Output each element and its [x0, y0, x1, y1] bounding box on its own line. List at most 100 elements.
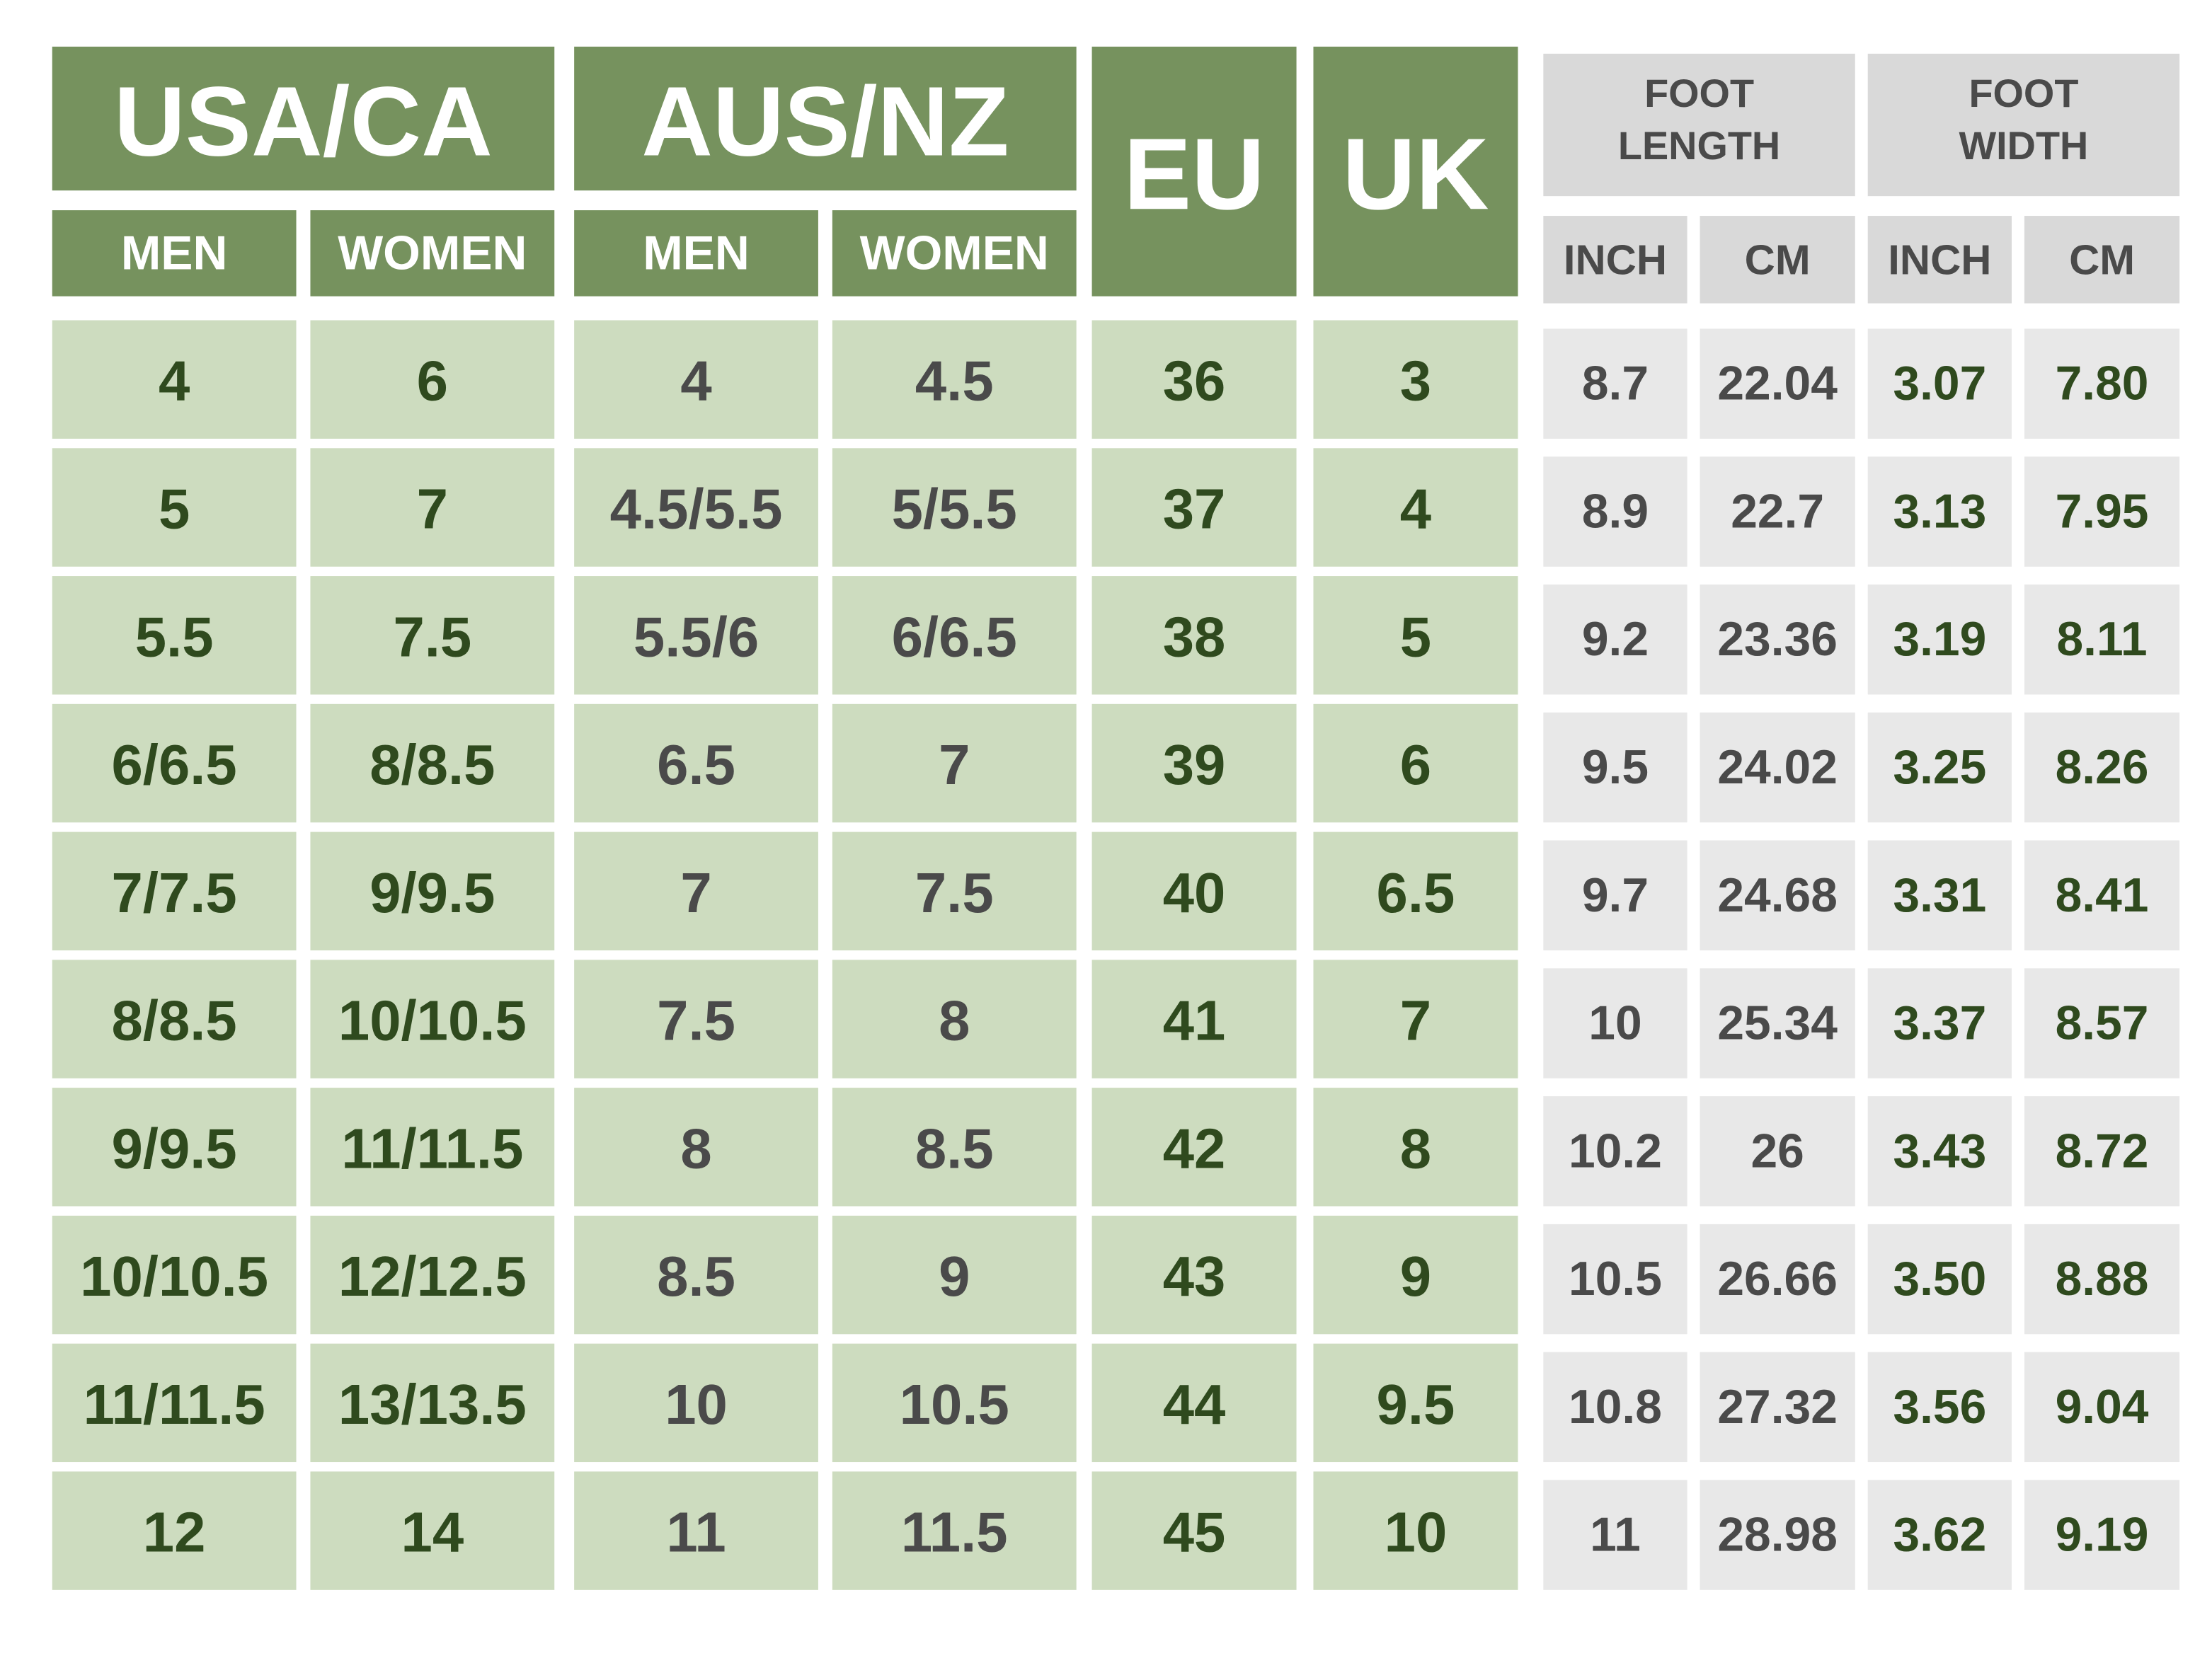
cell	[1313, 832, 1518, 951]
cell	[574, 960, 818, 1078]
cell-text: 9.19	[2056, 1509, 2149, 1562]
cell-text: 10.5	[900, 1373, 1009, 1436]
cell	[1867, 1480, 2012, 1590]
cell-text: 12	[143, 1501, 206, 1564]
cell	[1700, 840, 1855, 951]
sub-header: INCH	[1564, 236, 1667, 283]
cell	[832, 320, 1077, 439]
cell-text: 8	[939, 989, 970, 1052]
cell	[1091, 1088, 1297, 1207]
cell	[1700, 328, 1855, 439]
cell-text: 5	[159, 478, 190, 541]
eu-header-cell	[1091, 46, 1297, 297]
cell	[1700, 456, 1855, 567]
cell	[1313, 1343, 1518, 1463]
cell	[1543, 1224, 1687, 1335]
cell-text: 8.5	[915, 1117, 994, 1180]
cell-text: 10	[665, 1373, 728, 1436]
cell-text: 7.5	[657, 989, 735, 1052]
cell	[1091, 832, 1297, 951]
cell-text: 5.5	[135, 605, 214, 668]
cell-text: 4	[1400, 478, 1431, 541]
cell-text: 22.7	[1731, 485, 1824, 538]
cell	[1313, 448, 1518, 567]
cell-text: 26.66	[1717, 1253, 1838, 1306]
cell	[1091, 448, 1297, 567]
cell-text: 9	[1400, 1245, 1431, 1308]
sub-header-cell	[52, 210, 297, 297]
cell-text: 11/11.5	[341, 1117, 523, 1180]
cell	[1700, 585, 1855, 695]
sub-header-cell	[310, 210, 555, 297]
cell-text: 8.57	[2056, 997, 2149, 1050]
cell	[1313, 320, 1518, 439]
cell	[2024, 968, 2180, 1078]
cell	[52, 1088, 297, 1207]
cell-text: 8.5	[657, 1245, 735, 1308]
cell-text: 3.31	[1893, 869, 1986, 922]
sub-header: WOMEN	[860, 226, 1049, 280]
cell	[2024, 1480, 2180, 1590]
cell-text: 5	[1400, 605, 1431, 668]
sub-header: CM	[2069, 236, 2135, 283]
cell-text: 3.07	[1893, 357, 1986, 410]
cell	[1700, 1480, 1855, 1590]
cell	[1700, 712, 1855, 823]
sub-header-cell	[574, 210, 818, 297]
cell-text: 6.5	[657, 733, 735, 796]
cell	[574, 320, 818, 439]
cell	[310, 960, 555, 1078]
cell-text: 23.36	[1717, 613, 1838, 666]
cell	[832, 1088, 1077, 1207]
cell	[1313, 1088, 1518, 1207]
cell-text: 6/6.5	[111, 733, 236, 796]
cell-text: 3.25	[1893, 741, 1986, 794]
cell-text: 8.7	[1582, 357, 1649, 410]
cell	[1867, 968, 2012, 1078]
cell	[1867, 585, 2012, 695]
cell	[1091, 1343, 1297, 1463]
sub-header-cell	[832, 210, 1077, 297]
cell	[52, 320, 297, 439]
cell-text: 11	[1590, 1509, 1641, 1562]
cell-text: 7	[680, 861, 711, 924]
cell-text: 3.43	[1893, 1124, 1986, 1178]
usa-ca-header: USA/CA	[114, 67, 493, 177]
aus-nz-header-cell	[574, 46, 1077, 191]
sub-header-cell	[1700, 216, 1855, 304]
cell-text: 7	[417, 478, 448, 541]
cell	[832, 960, 1077, 1078]
cell-text: 4	[680, 350, 711, 413]
cell	[1543, 840, 1687, 951]
cell-text: 3.37	[1893, 997, 1986, 1050]
cell	[1091, 703, 1297, 823]
cell-text: 10.8	[1569, 1381, 1662, 1434]
cell-text: 8.26	[2056, 741, 2149, 794]
cell-text: 7	[1400, 989, 1431, 1052]
cell-text: 27.32	[1717, 1381, 1838, 1434]
cell	[574, 448, 818, 567]
cell-text: 7.5	[915, 861, 994, 924]
aus-nz-header: AUS/NZ	[641, 67, 1009, 177]
cell-text: 8/8.5	[111, 989, 236, 1052]
cell-text: 9.04	[2056, 1381, 2149, 1434]
cell	[52, 703, 297, 823]
cell-text: 6/6.5	[892, 605, 1017, 668]
cell-text: 9.5	[1377, 1373, 1455, 1436]
cell-text: 40	[1163, 861, 1226, 924]
cell-text: 9.7	[1582, 869, 1649, 922]
cell	[1543, 328, 1687, 439]
cell	[1867, 328, 2012, 439]
eu-header: EU	[1123, 117, 1264, 231]
foot-header: FOOT	[1969, 71, 2078, 115]
cell	[1313, 1215, 1518, 1335]
cell	[574, 576, 818, 695]
cell-text: 43	[1163, 1245, 1226, 1308]
cell-text: 6	[417, 350, 448, 413]
cell	[574, 1215, 818, 1335]
cell	[310, 1471, 555, 1590]
cell	[1091, 1471, 1297, 1590]
sub-header: CM	[1745, 236, 1811, 283]
cell	[52, 832, 297, 951]
